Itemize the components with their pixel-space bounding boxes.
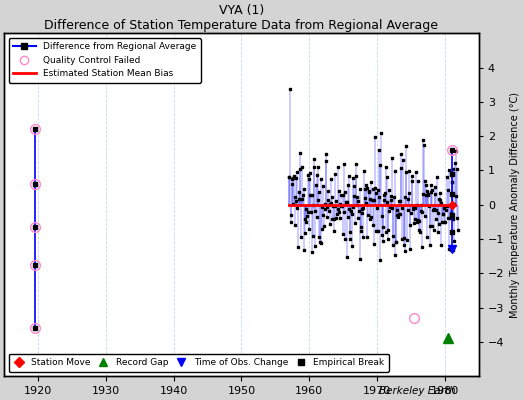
Title: VYA (1)
Difference of Station Temperature Data from Regional Average: VYA (1) Difference of Station Temperatur… xyxy=(45,4,439,32)
Y-axis label: Monthly Temperature Anomaly Difference (°C): Monthly Temperature Anomaly Difference (… xyxy=(510,92,520,318)
Legend: Station Move, Record Gap, Time of Obs. Change, Empirical Break: Station Move, Record Gap, Time of Obs. C… xyxy=(9,354,389,372)
Text: Berkeley Earth: Berkeley Earth xyxy=(379,386,456,396)
